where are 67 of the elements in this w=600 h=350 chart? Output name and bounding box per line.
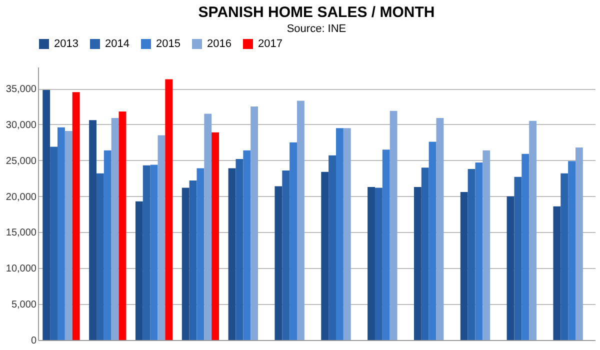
chart-title: SPANISH HOME SALES / MONTH bbox=[198, 4, 435, 21]
bar bbox=[343, 128, 351, 340]
y-tick-label: 0 bbox=[30, 336, 37, 346]
bar bbox=[118, 112, 126, 340]
bar bbox=[382, 150, 390, 340]
bar bbox=[514, 176, 522, 340]
bar bbox=[522, 154, 530, 340]
bar bbox=[475, 162, 483, 340]
y-tick-label: 25,000 bbox=[6, 156, 37, 167]
bar bbox=[158, 135, 166, 340]
bar bbox=[482, 150, 490, 340]
bar bbox=[282, 170, 290, 340]
bar bbox=[290, 142, 298, 340]
legend-label: 2013 bbox=[54, 38, 78, 50]
bar bbox=[50, 146, 58, 340]
y-tick-label: 15,000 bbox=[6, 228, 37, 239]
bar bbox=[104, 150, 112, 340]
legend-label: 2016 bbox=[207, 38, 232, 50]
legend-label: 2014 bbox=[105, 38, 130, 50]
bar bbox=[182, 188, 190, 340]
bar bbox=[89, 120, 96, 340]
bar bbox=[553, 206, 561, 340]
y-tick-label: 10,000 bbox=[6, 264, 37, 275]
bar bbox=[42, 90, 50, 340]
bar bbox=[506, 196, 514, 340]
bar bbox=[468, 169, 476, 340]
legend-label: 2015 bbox=[156, 38, 180, 50]
bar bbox=[390, 110, 398, 340]
y-tick-label: 5,000 bbox=[11, 300, 37, 311]
bar bbox=[135, 201, 143, 340]
bar bbox=[189, 180, 197, 340]
bar bbox=[297, 100, 304, 340]
legend-label: 2017 bbox=[258, 38, 282, 50]
bar bbox=[196, 168, 204, 340]
bar bbox=[142, 165, 150, 340]
y-tick-label: 30,000 bbox=[6, 120, 37, 131]
bar bbox=[568, 161, 576, 340]
bar bbox=[72, 92, 80, 340]
bar bbox=[250, 106, 258, 340]
bar bbox=[321, 172, 329, 340]
bar bbox=[236, 158, 244, 340]
bar bbox=[529, 120, 537, 340]
bar bbox=[328, 155, 336, 340]
bar bbox=[421, 168, 429, 340]
bar bbox=[228, 168, 236, 340]
bar bbox=[57, 127, 65, 340]
bar bbox=[111, 118, 119, 340]
chart-subtitle: Source: INE bbox=[286, 23, 346, 35]
bar bbox=[64, 130, 72, 340]
bar bbox=[414, 186, 422, 340]
bar bbox=[96, 173, 104, 340]
bar bbox=[560, 173, 568, 340]
bar bbox=[204, 114, 212, 340]
bar bbox=[212, 132, 220, 340]
bar bbox=[336, 128, 344, 340]
bar bbox=[460, 192, 468, 340]
y-tick-label: 20,000 bbox=[6, 192, 37, 203]
bar bbox=[374, 188, 382, 340]
bar bbox=[368, 186, 375, 340]
bar bbox=[576, 147, 583, 340]
bar bbox=[436, 118, 444, 340]
bar bbox=[165, 79, 173, 340]
bar bbox=[243, 150, 251, 340]
y-tick-label: 35,000 bbox=[6, 84, 37, 96]
bar bbox=[150, 164, 158, 340]
bar bbox=[428, 142, 436, 340]
bar bbox=[274, 186, 282, 340]
